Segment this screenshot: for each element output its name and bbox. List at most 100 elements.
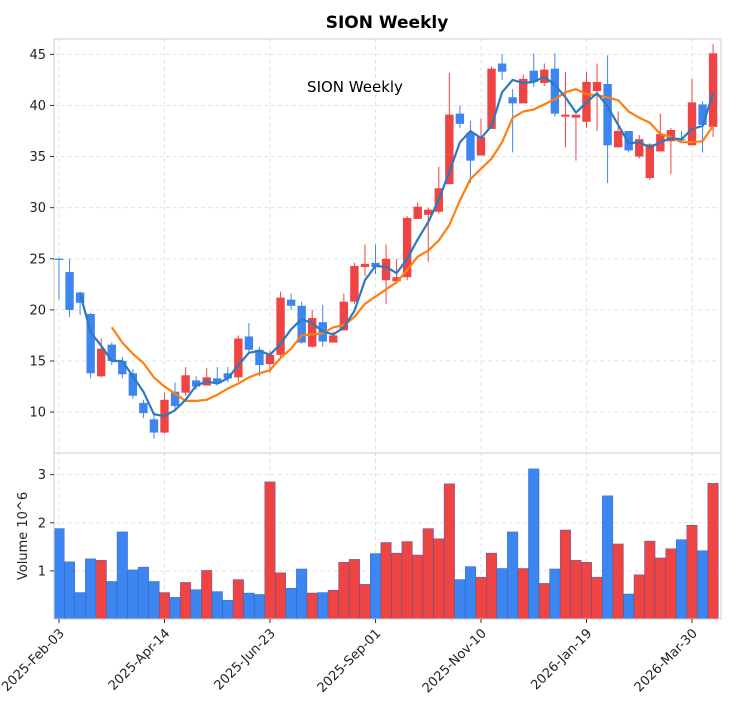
volume-axis-label: Volume 10^6 xyxy=(16,492,31,580)
volume-bar xyxy=(169,597,181,620)
price-axis-ticks: 10 15 20 25 30 35 40 45 xyxy=(29,48,54,421)
volume-bar xyxy=(348,559,360,620)
candle-body xyxy=(571,114,581,118)
volume-bar xyxy=(211,591,223,620)
volume-bar xyxy=(317,592,329,620)
candle-body xyxy=(54,258,64,260)
price-tick-label: 45 xyxy=(29,48,46,63)
date-tick-label: 2026-Jan-19 xyxy=(528,626,595,693)
volume-bar xyxy=(633,574,645,620)
candle-body xyxy=(191,380,201,387)
ma-short-line xyxy=(79,75,715,418)
candle-body xyxy=(603,83,612,146)
candle-body xyxy=(487,68,496,129)
candle-body xyxy=(708,53,718,127)
volume-bar xyxy=(106,581,118,620)
volume-bar xyxy=(443,483,455,620)
volume-bar xyxy=(53,528,65,620)
candle-body xyxy=(360,263,370,267)
candle-body xyxy=(698,104,707,125)
volume-bar xyxy=(496,568,508,620)
volume-bar xyxy=(180,582,192,620)
volume-bar xyxy=(644,540,656,620)
volume-bar xyxy=(422,528,434,620)
volume-bar xyxy=(306,592,318,620)
candle-body xyxy=(645,144,654,179)
candle-body xyxy=(666,129,676,142)
price-candles xyxy=(54,44,718,439)
volume-bar xyxy=(559,529,571,620)
volume-bar xyxy=(654,557,666,620)
candle-body xyxy=(497,63,507,72)
ma-long-line xyxy=(110,88,715,402)
candle-body xyxy=(139,402,148,414)
volume-bar xyxy=(707,483,719,620)
volume-bar xyxy=(517,568,529,620)
candle-body xyxy=(445,114,454,185)
candle-body xyxy=(613,131,623,148)
candle-body xyxy=(297,305,306,343)
volume-bar xyxy=(285,588,297,620)
volume-bar xyxy=(391,552,403,620)
price-tick-label: 35 xyxy=(29,150,46,165)
candle-body xyxy=(149,419,159,433)
candle-body xyxy=(635,139,644,157)
candle-body xyxy=(424,209,433,215)
volume-bar xyxy=(538,583,550,620)
volume-bar xyxy=(327,589,339,620)
candle-body xyxy=(413,206,422,219)
date-tick-label: 2025-Sep-01 xyxy=(315,626,385,696)
candle-body xyxy=(455,113,465,124)
volume-bar xyxy=(264,481,276,620)
volume-axis-ticks: 1 2 3 xyxy=(38,468,54,579)
volume-panel-frame xyxy=(53,452,722,620)
candle-body xyxy=(624,131,633,151)
price-tick-label: 25 xyxy=(29,252,46,267)
candle-body xyxy=(244,336,254,350)
date-tick-label: 2025-Feb-03 xyxy=(0,626,68,695)
price-tick-label: 40 xyxy=(29,99,46,114)
candle-body xyxy=(128,373,138,396)
candle-body xyxy=(255,349,264,366)
candle-body xyxy=(381,258,391,281)
candle-body xyxy=(86,313,95,374)
volume-bar xyxy=(370,553,381,620)
price-gridlines xyxy=(54,39,721,619)
volume-bar xyxy=(528,468,540,620)
chart-annotation: SION Weekly xyxy=(307,78,403,96)
volume-bar xyxy=(338,562,350,620)
candle-body xyxy=(107,344,116,361)
volume-bar xyxy=(222,600,234,620)
volume-bar xyxy=(190,589,202,620)
volume-bar xyxy=(74,592,86,620)
volume-bar xyxy=(433,538,445,620)
volume-bar xyxy=(359,584,371,620)
volume-bar xyxy=(612,543,624,620)
volume-bar xyxy=(475,576,487,620)
date-tick-label: 2025-Nov-10 xyxy=(420,626,490,696)
candle-body xyxy=(339,301,349,331)
chart-title: SION Weekly xyxy=(326,13,449,33)
volume-bar xyxy=(201,570,213,620)
volume-bar xyxy=(116,531,128,620)
price-tick-label: 10 xyxy=(29,406,46,421)
volume-bar xyxy=(412,554,424,620)
volume-bar xyxy=(486,552,498,620)
volume-bar xyxy=(581,562,592,620)
volume-bar xyxy=(253,594,265,620)
date-axis-ticks: 2025-Feb-03 2025-Apr-14 2025-Jun-23 2025-Se… xyxy=(0,619,701,696)
volume-bar xyxy=(95,560,107,620)
candle-body xyxy=(223,373,232,379)
candle-body xyxy=(118,361,127,375)
volume-bar xyxy=(675,539,687,620)
volume-bar xyxy=(686,524,698,620)
volume-bar xyxy=(401,541,413,620)
volume-bar xyxy=(464,566,476,620)
date-tick-label: 2025-Jun-23 xyxy=(212,626,279,693)
volume-tick-label: 2 xyxy=(38,516,46,531)
price-panel-frame xyxy=(53,38,722,454)
volume-tick-label: 3 xyxy=(38,468,46,483)
volume-bar xyxy=(296,568,308,620)
volume-bar xyxy=(85,558,97,620)
